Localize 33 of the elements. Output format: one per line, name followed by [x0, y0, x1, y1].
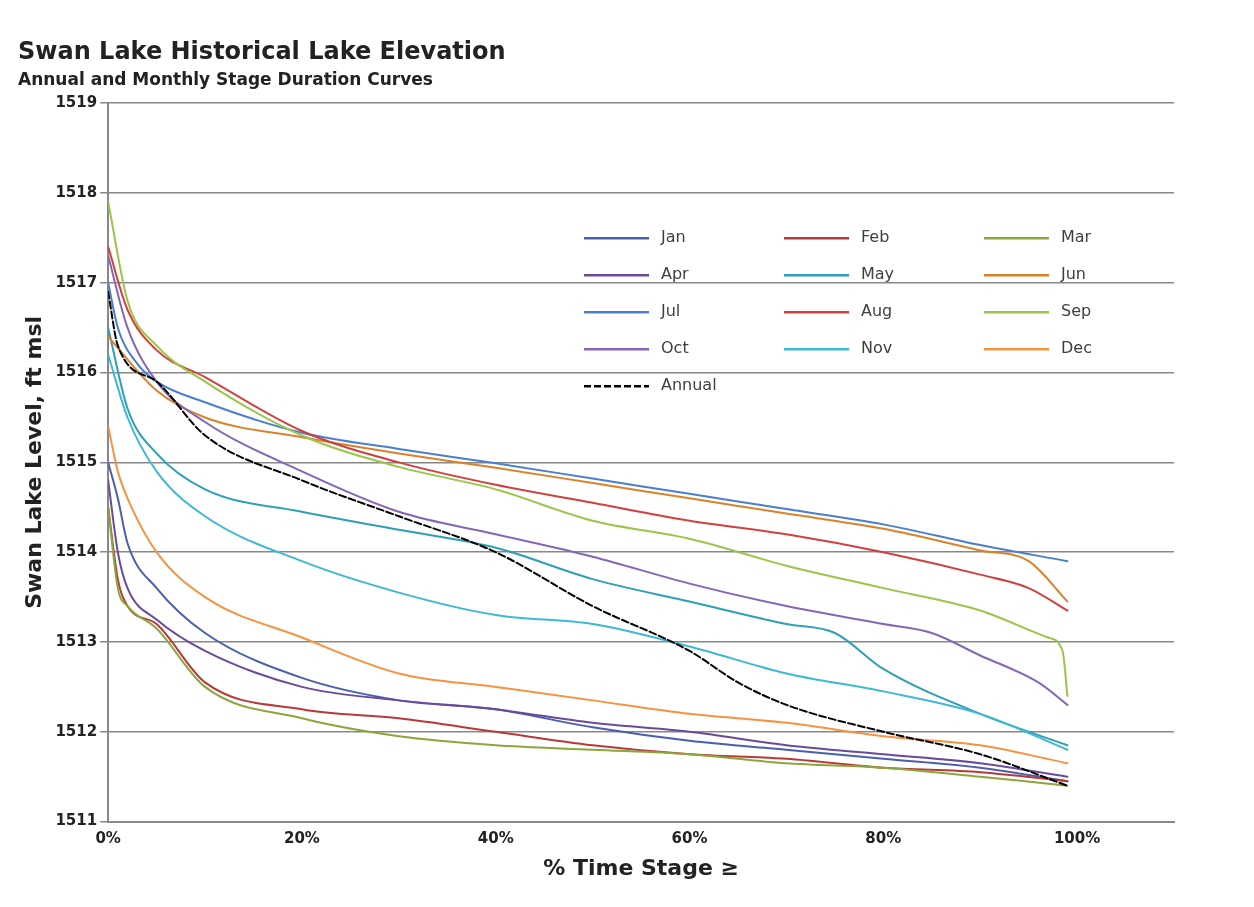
y-tick-label: 1515 [55, 452, 98, 471]
x-tick-label: 40% [477, 829, 514, 848]
x-tick-label: 0% [95, 829, 121, 848]
chart-subtitle: Annual and Monthly Stage Duration Curves [18, 69, 433, 90]
x-axis-title: % Time Stage ≥ [543, 854, 739, 880]
legend-label: Aug [861, 301, 893, 321]
legend-label: Mar [1061, 227, 1092, 247]
legend-label: Annual [661, 375, 717, 395]
y-tick-label: 1519 [55, 93, 98, 112]
legend-label: Sep [1061, 301, 1092, 321]
x-tick-label: 20% [283, 829, 320, 848]
legend-label: Jan [660, 227, 686, 247]
y-tick-label: 1511 [55, 811, 98, 830]
y-tick-label: 1512 [55, 721, 98, 740]
y-tick-label: 1513 [55, 631, 98, 650]
chart-title: Swan Lake Historical Lake Elevation [18, 36, 506, 65]
legend-label: Oct [661, 338, 689, 358]
y-tick-label: 1516 [55, 362, 98, 381]
y-tick-label: 1514 [55, 542, 98, 561]
line-series [108, 425, 1069, 765]
y-tick-label: 1518 [55, 182, 98, 201]
legend-label: Dec [1061, 338, 1092, 358]
y-axis-title: Swan Lake Level, ft msl [20, 315, 46, 609]
legend-label: Jul [660, 301, 681, 321]
legend-label: May [861, 264, 895, 284]
legend-label: Jun [1060, 264, 1086, 284]
legend-label: Nov [861, 338, 893, 358]
x-tick-label: 100% [1053, 829, 1101, 848]
x-tick-label: 80% [865, 829, 902, 848]
legend-label: Feb [861, 227, 890, 247]
x-tick-label: 60% [671, 829, 708, 848]
y-tick-label: 1517 [55, 272, 98, 291]
legend-label: Apr [661, 264, 690, 284]
